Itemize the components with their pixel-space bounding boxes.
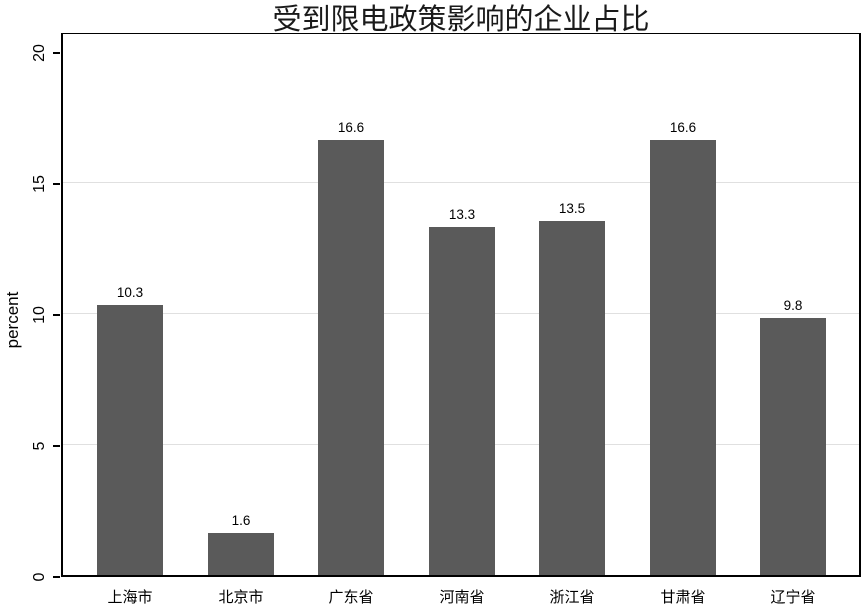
bar xyxy=(208,533,274,575)
x-axis-category-label: 北京市 xyxy=(218,589,264,606)
bar xyxy=(97,305,163,575)
bar-value-label: 9.8 xyxy=(783,298,803,313)
bar-value-label: 13.5 xyxy=(558,201,586,216)
y-axis-tick xyxy=(53,183,60,185)
y-axis-tick-label: 15 xyxy=(31,175,48,193)
x-axis-category-label: 上海市 xyxy=(107,589,153,606)
y-axis-tick xyxy=(53,52,60,54)
y-axis-title: percent xyxy=(3,291,22,349)
y-axis-tick xyxy=(53,445,60,447)
bar-value-label: 1.6 xyxy=(231,513,251,528)
y-axis-tick-label: 5 xyxy=(31,441,48,451)
bar-value-label: 16.6 xyxy=(337,120,365,135)
y-axis-tick-label: 10 xyxy=(31,306,48,324)
y-axis-tick xyxy=(53,314,60,316)
x-axis-category-label: 甘肃省 xyxy=(660,589,706,606)
gridline xyxy=(63,182,859,183)
bar-value-label: 10.3 xyxy=(116,285,144,300)
bar xyxy=(760,318,826,575)
y-axis-tick-label: 20 xyxy=(31,44,48,62)
x-axis-category-label: 辽宁省 xyxy=(770,589,816,606)
bar xyxy=(429,227,495,575)
x-axis-category-label: 广东省 xyxy=(328,589,374,606)
y-axis-tick xyxy=(53,576,60,578)
plot-area xyxy=(61,33,861,577)
bar-value-label: 13.3 xyxy=(448,207,476,222)
bar xyxy=(650,140,716,575)
x-axis-category-label: 浙江省 xyxy=(549,589,595,606)
bar-value-label: 16.6 xyxy=(669,120,697,135)
chart-title: 受到限电政策影响的企业占比 xyxy=(272,4,650,36)
x-axis-category-label: 河南省 xyxy=(439,589,485,606)
bar xyxy=(318,140,384,575)
bar xyxy=(539,221,605,575)
y-axis-tick-label: 0 xyxy=(31,572,48,582)
